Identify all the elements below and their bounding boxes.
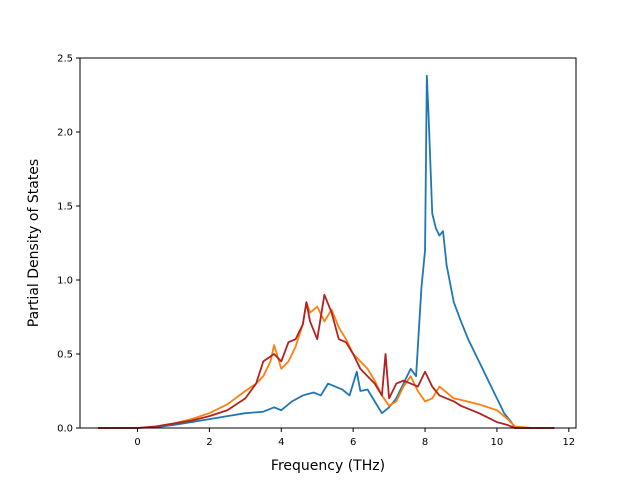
x-axis-ticks: 0 2 4 6 8 10 12 <box>134 428 575 448</box>
y-tick-label: 1.0 <box>57 276 73 287</box>
x-tick-label: 10 <box>491 437 504 448</box>
series-line-2 <box>97 301 555 429</box>
y-tick-label: 0.0 <box>57 424 73 435</box>
x-tick-label: 8 <box>422 437 428 448</box>
series-line-3 <box>97 293 555 429</box>
y-tick-label: 0.5 <box>57 350 73 361</box>
y-tick-label: 2.5 <box>57 54 73 65</box>
plot-area-frame <box>79 57 577 429</box>
x-tick-label: 0 <box>134 437 140 448</box>
y-tick-label: 2.0 <box>57 128 73 139</box>
series-layer <box>97 74 555 429</box>
x-tick-label: 2 <box>206 437 212 448</box>
x-axis-label: Frequency (THz) <box>271 458 385 474</box>
y-axis-label: Partial Density of States <box>26 159 42 327</box>
x-tick-label: 6 <box>350 437 356 448</box>
y-axis-ticks: 0.0 0.5 1.0 1.5 2.0 2.5 <box>57 54 80 435</box>
series-line-1 <box>97 74 555 429</box>
y-tick-label: 1.5 <box>57 202 73 213</box>
x-tick-label: 4 <box>278 437 284 448</box>
x-tick-label: 12 <box>562 437 575 448</box>
